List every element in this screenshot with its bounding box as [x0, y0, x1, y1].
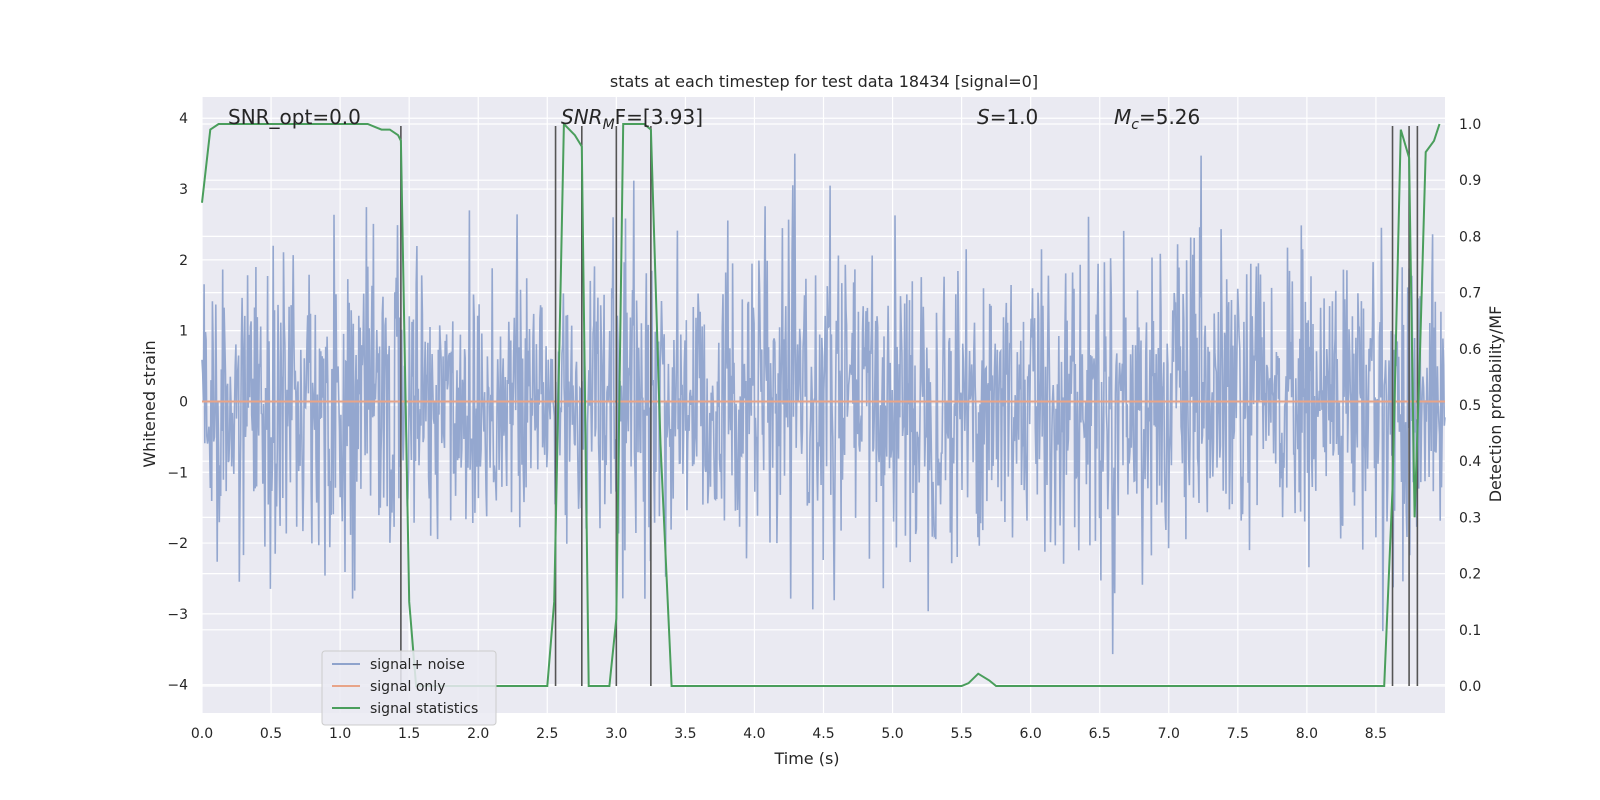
x-tick-label: 1.5 — [398, 726, 420, 742]
x-axis-label: Time (s) — [773, 749, 839, 768]
x-tick-labels: 0.0 0.5 1.0 1.5 2.0 2.5 3.0 3.5 4.0 4.5 5.0 5.5 6.0 6… — [191, 726, 1387, 742]
x-tick-label: 0.5 — [260, 726, 282, 742]
y-tick-label: −1 — [167, 465, 188, 481]
y2-tick-label: 0.8 — [1459, 229, 1481, 245]
legend-label-signal-noise: signal+ noise — [370, 657, 465, 673]
signal-statistics-series — [201, 121, 1441, 687]
x-tick-label: 6.0 — [1020, 726, 1042, 742]
x-tick-label: 8.5 — [1365, 726, 1387, 742]
x-tick-label: 2.0 — [467, 726, 489, 742]
x-tick-label: 5.0 — [881, 726, 903, 742]
y2-tick-label: 0.7 — [1459, 286, 1481, 302]
x-tick-label: 1.0 — [329, 726, 351, 742]
x-tick-label: 2.5 — [536, 726, 558, 742]
y-axis-label: Whitened strain — [140, 340, 159, 467]
legend-box — [321, 650, 497, 726]
y2-tick-label: 0.6 — [1459, 342, 1481, 358]
signal-noise-series — [201, 153, 1446, 655]
y2-tick-label: 0.4 — [1459, 454, 1481, 470]
y-tick-labels: 4 3 2 1 0 −1 −2 −3 −4 — [167, 111, 188, 693]
y2-tick-label: 0.2 — [1459, 567, 1481, 583]
y-tick-label: −3 — [167, 607, 188, 623]
y-tick-label: 1 — [179, 324, 188, 340]
chart-title: stats at each timestep for test data 184… — [610, 72, 1038, 91]
y-tick-label: 3 — [179, 182, 188, 198]
annotation-s: S=1.0 — [977, 105, 1038, 129]
y2-tick-label: 1.0 — [1459, 117, 1481, 133]
y-tick-label: 0 — [179, 394, 188, 410]
y2-tick-label: 0.5 — [1459, 398, 1481, 414]
annotation-snr-opt: SNR_opt=0.0 — [228, 105, 361, 129]
annotation-mc: Mc=5.26 — [1114, 105, 1200, 133]
x-tick-label: 7.5 — [1227, 726, 1249, 742]
signal-statistics-line — [201, 121, 1441, 687]
y-tick-label: −2 — [167, 536, 188, 552]
y2-tick-label: 0.1 — [1459, 623, 1481, 639]
legend: signal+ noise signal only signal statist… — [321, 650, 497, 726]
x-tick-label: 7.0 — [1158, 726, 1180, 742]
annotation-snr-mf: SNRMF=[3.93] — [561, 105, 703, 133]
y2-tick-label: 0.9 — [1459, 173, 1481, 189]
signal-noise-line — [201, 153, 1446, 655]
x-tick-label: 6.5 — [1089, 726, 1111, 742]
x-tick-label: 3.0 — [605, 726, 627, 742]
y2-axis-label: Detection probability/MF — [1486, 306, 1505, 503]
y2-tick-labels: 1.0 0.9 0.8 0.7 0.6 0.5 0.4 0.3 0.2 0.1 0.0 — [1459, 117, 1481, 695]
y-tick-label: −4 — [167, 678, 188, 694]
x-tick-label: 0.0 — [191, 726, 213, 742]
x-tick-label: 4.0 — [743, 726, 765, 742]
y-tick-label: 4 — [179, 111, 188, 127]
x-tick-label: 3.5 — [674, 726, 696, 742]
y2-tick-label: 0.3 — [1459, 510, 1481, 526]
legend-label-signal-only: signal only — [370, 679, 445, 695]
legend-label-signal-statistics: signal statistics — [370, 701, 478, 717]
y-tick-label: 2 — [179, 253, 188, 269]
x-tick-label: 8.0 — [1296, 726, 1318, 742]
y2-tick-label: 0.0 — [1459, 679, 1481, 695]
x-tick-label: 4.5 — [812, 726, 834, 742]
x-tick-label: 5.5 — [950, 726, 972, 742]
